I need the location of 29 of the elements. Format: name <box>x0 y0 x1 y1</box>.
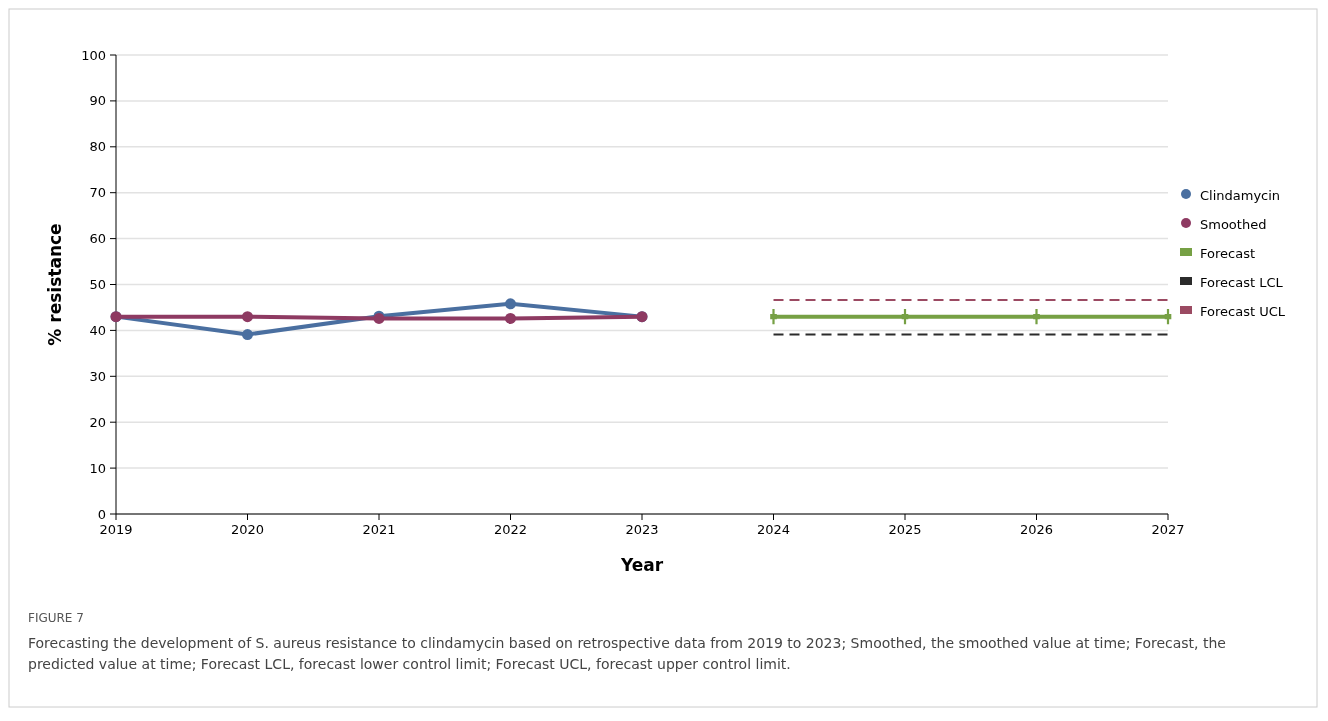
legend-label: Forecast <box>1200 245 1256 261</box>
y-tick-label: 40 <box>89 322 106 338</box>
legend-label: Forecast LCL <box>1200 274 1284 290</box>
y-tick-label: 80 <box>89 139 106 155</box>
x-tick-label: 2024 <box>756 522 791 537</box>
y-tick-label: 100 <box>81 47 106 63</box>
y-tick-label: 10 <box>89 460 106 476</box>
text: Forecasting the development of S. aureus resistance to clindamycin based on retrospective data from 2019 to 2023; Smoothed, the smoothed value at time; Forecast, the predicted value at time; Forecast LCL, forecast lower control limit; Forecast UCL, forecast upper control limit. <box>28 635 1226 672</box>
legend-label: Clindamycin <box>1200 187 1281 203</box>
y-tick-label: 60 <box>89 231 106 247</box>
legend-label: Smoothed <box>1200 216 1267 232</box>
y-tick-label: 70 <box>89 185 106 201</box>
y-tick-label: 50 <box>89 277 106 293</box>
x-tick-label: 2025 <box>888 522 922 537</box>
x-tick-label: 2021 <box>362 522 396 537</box>
x-tick-label: 2026 <box>1019 522 1054 537</box>
legend-label: Forecast UCL <box>1200 303 1286 319</box>
y-tick-label: 0 <box>97 506 106 522</box>
x-axis-title: Year <box>619 555 664 575</box>
y-tick-label: 20 <box>89 414 106 430</box>
y-tick-label: 90 <box>89 93 106 109</box>
x-tick-label: 2022 <box>493 522 528 537</box>
x-tick-label: 2020 <box>230 522 265 537</box>
x-tick-label: 2023 <box>625 522 659 537</box>
x-tick-label: 2019 <box>99 522 133 537</box>
caption: FIGURE 7 <box>28 611 84 625</box>
x-tick-label: 2027 <box>1151 522 1185 537</box>
y-axis-title: % resistance <box>45 223 65 346</box>
y-tick-label: 30 <box>89 368 106 384</box>
